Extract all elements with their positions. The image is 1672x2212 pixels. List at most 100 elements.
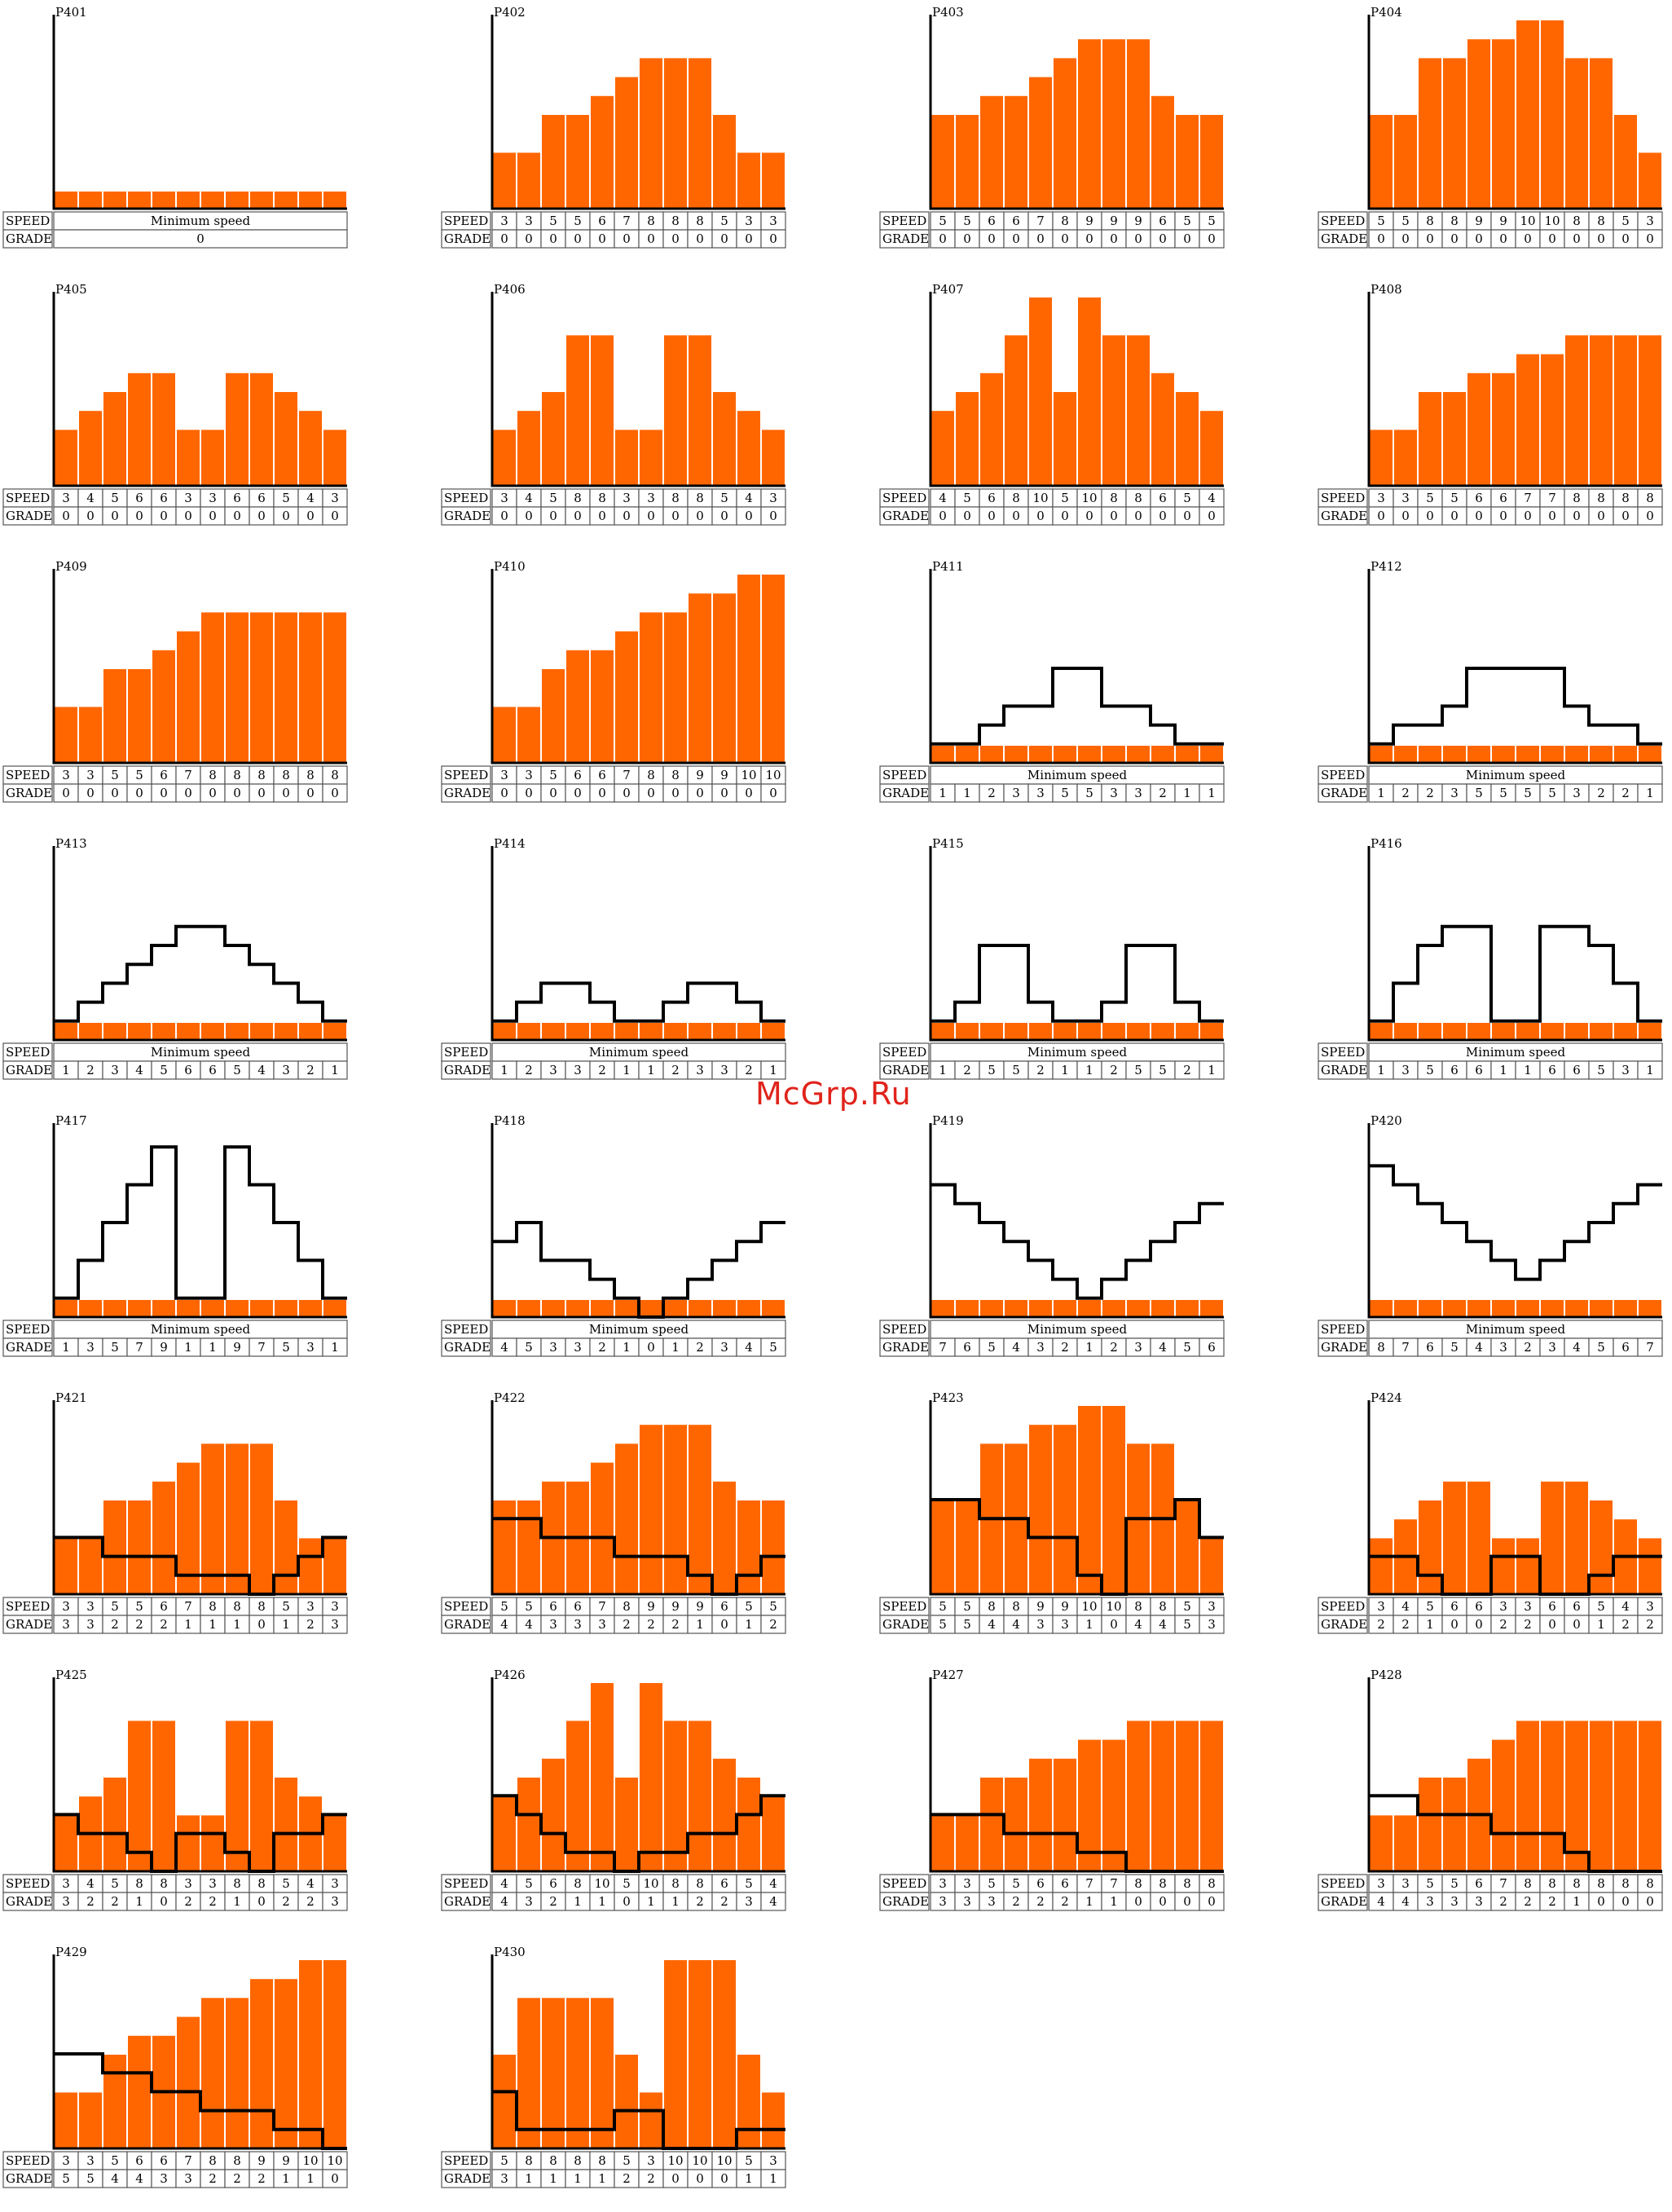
grade-value: 3: [988, 1894, 996, 1909]
grade-value: 5: [939, 1617, 947, 1632]
speed-value: 4: [1401, 1599, 1410, 1614]
speed-value: 5: [1426, 491, 1434, 505]
speed-value: 8: [671, 1876, 680, 1891]
program-title: P402: [494, 5, 526, 20]
grade-row-label: GRADE: [6, 1894, 52, 1909]
speed-value: 5: [111, 491, 119, 505]
speed-value: 7: [1499, 1876, 1507, 1891]
speed-bar: [930, 1813, 956, 1872]
speed-value: 10: [667, 2153, 683, 2168]
speed-value: 9: [647, 1599, 655, 1614]
speed-value: 8: [257, 1876, 266, 1891]
speed-bar: [102, 1298, 128, 1318]
row-label-box: [1318, 506, 1368, 526]
grade-value: 0: [671, 231, 680, 246]
speed-bar: [1174, 1719, 1200, 1873]
speed-row-label: SPEED: [6, 491, 50, 505]
speed-value: 3: [623, 491, 631, 505]
speed-bar: [1125, 1021, 1151, 1041]
program-chart-svg: P419 SPEED Minimum speed GRADE 7 6 5 4 3 2 1 2 3 4 5 6: [879, 1113, 1225, 1357]
speed-bar: [200, 190, 226, 209]
speed-value: 8: [1012, 1599, 1020, 1614]
grade-value: 0: [549, 509, 557, 523]
program-title: P420: [1371, 1113, 1402, 1128]
speed-value: 10: [327, 2153, 342, 2168]
grade-row-label: GRADE: [6, 231, 52, 246]
speed-bar: [1199, 113, 1225, 209]
grade-value: 2: [282, 1894, 290, 1909]
speed-bar: [151, 1719, 177, 1873]
speed-value: 6: [574, 1599, 582, 1614]
grade-value: 1: [1573, 1894, 1581, 1909]
grade-value: 3: [62, 1894, 70, 1909]
speed-bar: [1564, 1479, 1590, 1595]
speed-bar: [1564, 56, 1590, 210]
grade-value: 2: [1110, 1340, 1118, 1355]
grade-value: 2: [86, 1063, 95, 1077]
grade-value: 0: [160, 509, 168, 523]
speed-bar: [297, 1536, 323, 1595]
speed-value: 3: [86, 1599, 95, 1614]
speed-bar: [687, 1719, 713, 1873]
row-label-box: [441, 1060, 491, 1080]
grade-line: [931, 1183, 1224, 1300]
speed-value: 9: [1475, 214, 1483, 228]
speed-bar: [1052, 1298, 1078, 1318]
grade-row-label: GRADE: [6, 1617, 52, 1632]
speed-value: 5: [963, 1599, 971, 1614]
speed-bar: [175, 428, 201, 487]
grade-row-label: GRADE: [1321, 1617, 1367, 1632]
speed-value: 7: [1085, 1876, 1093, 1891]
speed-bar: [297, 409, 323, 487]
speed-bar: [760, 1795, 786, 1872]
grade-value: 3: [549, 1340, 557, 1355]
merged-cell: [53, 229, 348, 249]
grade-value: 1: [1085, 1063, 1093, 1077]
program-chart-p409: P409 SPEED 3 3 5 5 6 7 8 8 8 8 8 8 GRADE 0 0 0 0 0 0 0 0 0 0 0 0: [2, 557, 348, 826]
speed-bar: [736, 573, 762, 764]
speed-bar: [614, 629, 640, 764]
speed-value: 10: [1544, 214, 1560, 228]
chart-axis: [1367, 846, 1662, 1042]
speed-row-label: SPEED: [1321, 1322, 1365, 1337]
speed-value: 6: [135, 491, 143, 505]
row-label-box: [879, 229, 930, 249]
speed-value: 3: [1377, 1599, 1385, 1614]
grade-line: [931, 667, 1224, 746]
grade-value: 0: [1426, 231, 1434, 246]
grade-value: 1: [209, 1617, 217, 1632]
speed-row-label: SPEED: [882, 1045, 926, 1060]
grade-value: 2: [1183, 1063, 1191, 1077]
speed-value: 10: [1032, 491, 1048, 505]
speed-value: 5: [525, 1876, 533, 1891]
grade-value: 2: [647, 2171, 655, 2186]
speed-value: 9: [1110, 214, 1118, 228]
grade-value: 3: [574, 1063, 582, 1077]
speed-value: 7: [623, 768, 631, 782]
speed-bar: [53, 1536, 79, 1595]
grade-value: 5: [1548, 786, 1556, 800]
grade-value: 1: [574, 2171, 582, 2186]
row-label-box: [2, 1892, 53, 1911]
grade-line: [492, 2090, 785, 2150]
grade-value: 0: [623, 509, 631, 523]
speed-bar: [126, 1719, 152, 1873]
grade-value: 3: [111, 1063, 119, 1077]
grade-value: 4: [1401, 1894, 1410, 1909]
grade-value: 0: [1036, 231, 1045, 246]
speed-bar: [1125, 1719, 1151, 1873]
program-chart-p427: P427 SPEED 3 3 5 5 6 6 7 7 8 8 8 8 GRADE 3 3 3 2 2 2 1 1 0 0 0 0: [879, 1666, 1225, 1935]
grade-line: [54, 2052, 347, 2150]
speed-bar: [736, 1021, 762, 1041]
value-cell: [322, 1060, 348, 1080]
speed-row-label: SPEED: [6, 1599, 50, 1614]
speed-row-label: SPEED: [882, 214, 926, 228]
speed-value: 8: [1573, 1876, 1581, 1891]
speed-bar: [662, 56, 689, 210]
speed-bar: [1613, 1298, 1639, 1318]
minimum-speed-label: Minimum speed: [1027, 1322, 1128, 1337]
program-chart-svg: P408 SPEED 3 3 5 5 6 6 7 7 8 8 8 8 GRADE 0 0 0 0 0 0 0 0 0 0 0 0: [1318, 282, 1663, 526]
grade-value: 0: [1450, 231, 1459, 246]
speed-value: 8: [1159, 1599, 1167, 1614]
program-title: P406: [494, 282, 526, 297]
